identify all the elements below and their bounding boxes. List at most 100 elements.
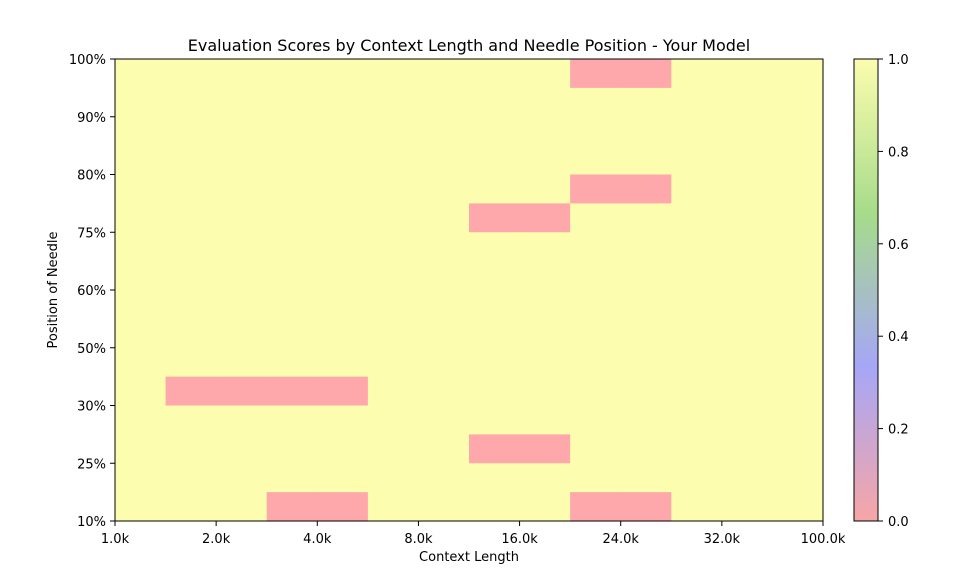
heatmap-cell (469, 203, 521, 233)
heatmap-cell (266, 463, 318, 493)
heatmap-cell (570, 261, 622, 291)
heatmap-cell (165, 232, 217, 262)
heatmap-cell (620, 463, 672, 493)
heatmap-cell (418, 347, 470, 378)
heatmap-cell (570, 59, 622, 89)
x-tick-label: 16.0k (501, 532, 538, 547)
heatmap-cell (519, 261, 571, 291)
heatmap-cell (721, 434, 774, 464)
y-axis-label: Position of Needle (46, 232, 61, 349)
x-tick-label: 100.0k (801, 532, 846, 547)
heatmap-cell (367, 405, 420, 435)
heatmap-cell (165, 347, 217, 378)
heatmap-cell (469, 434, 521, 464)
y-tick-label: 75% (77, 226, 106, 241)
x-tick-label: 2.0k (202, 532, 231, 547)
heatmap-cell (620, 376, 672, 407)
heatmap-cell (570, 318, 622, 349)
heatmap-cell (266, 376, 318, 407)
heatmap-cell (721, 405, 774, 435)
heatmap-cell (418, 463, 470, 493)
heatmap-cell (671, 59, 723, 89)
colorbar (853, 58, 879, 522)
heatmap-cell (266, 116, 318, 147)
x-tick-label: 32.0k (704, 532, 741, 547)
heatmap-cell (519, 174, 571, 204)
heatmap-cell (620, 405, 672, 435)
heatmap-cell (418, 318, 470, 349)
heatmap-cell (620, 434, 672, 464)
x-tick-label: 8.0k (404, 532, 433, 547)
heatmap-cell (216, 174, 268, 204)
heatmap-cell (469, 145, 521, 176)
heatmap-cell (266, 174, 318, 204)
heatmap-cell (772, 347, 824, 378)
heatmap-cell (721, 232, 774, 262)
heatmap-cell (367, 434, 420, 464)
heatmap-cell (418, 261, 470, 291)
heatmap-cell (570, 232, 622, 262)
heatmap-cell (671, 87, 723, 118)
heatmap-cell (115, 203, 167, 233)
heatmap-cell (772, 87, 824, 118)
heatmap-cell (418, 434, 470, 464)
heatmap-cell (772, 290, 824, 320)
colorbar-tick-label: 0.0 (888, 515, 909, 530)
heatmap-cell (570, 145, 622, 176)
heatmap-cell (469, 318, 521, 349)
heatmap-cell (115, 145, 167, 176)
heatmap-cell (418, 116, 470, 147)
heatmap-cell (721, 116, 774, 147)
heatmap-cell (317, 463, 369, 493)
heatmap-cell (216, 203, 268, 233)
heatmap-cell (469, 290, 521, 320)
y-tick-label: 10% (77, 515, 106, 530)
heatmap-cell (266, 59, 318, 89)
heatmap-cell (570, 434, 622, 464)
heatmap-cell (317, 492, 369, 522)
heatmap-cell (772, 463, 824, 493)
heatmap-cell (620, 318, 672, 349)
heatmap-cell (115, 347, 167, 378)
heatmap-cell (469, 116, 521, 147)
heatmap-cell (469, 376, 521, 407)
heatmap-cell (317, 434, 369, 464)
heatmap-cell (418, 203, 470, 233)
heatmap-cell (519, 145, 571, 176)
heatmap-cell (216, 405, 268, 435)
y-axis-ticks: 10% 25% 30% 50% 60% 75% 80% 90% 100% (69, 53, 115, 530)
heatmap-cell (519, 290, 571, 320)
heatmap-cell (317, 290, 369, 320)
heatmap-cell (620, 174, 672, 204)
heatmap-cell (165, 434, 217, 464)
heatmap-cell (671, 174, 723, 204)
heatmap-cell (418, 174, 470, 204)
heatmap-cell (620, 203, 672, 233)
heatmap-cell (115, 174, 167, 204)
heatmap-cell (367, 318, 420, 349)
heatmap-cell (469, 261, 521, 291)
heatmap-cell (266, 434, 318, 464)
heatmap-cell (721, 145, 774, 176)
heatmap-cell (367, 145, 420, 176)
heatmap-cell (216, 434, 268, 464)
heatmap-cell (165, 290, 217, 320)
heatmap-cell (620, 116, 672, 147)
y-tick-label: 50% (77, 342, 106, 357)
heatmap-cell (469, 59, 521, 89)
heatmap-cell (721, 492, 774, 522)
heatmap-cell (519, 347, 571, 378)
heatmap-cell (165, 203, 217, 233)
heatmap-cell (671, 463, 723, 493)
heatmap-cell (721, 290, 774, 320)
heatmap-cell (519, 116, 571, 147)
heatmap-cell (367, 347, 420, 378)
heatmap-cell (721, 347, 774, 378)
heatmap-cell (367, 87, 420, 118)
heatmap-cell (772, 145, 824, 176)
heatmap-cell (418, 87, 470, 118)
heatmap-cell (772, 376, 824, 407)
heatmap-cell (317, 116, 369, 147)
heatmap-cell (570, 347, 622, 378)
heatmap-cell (165, 463, 217, 493)
